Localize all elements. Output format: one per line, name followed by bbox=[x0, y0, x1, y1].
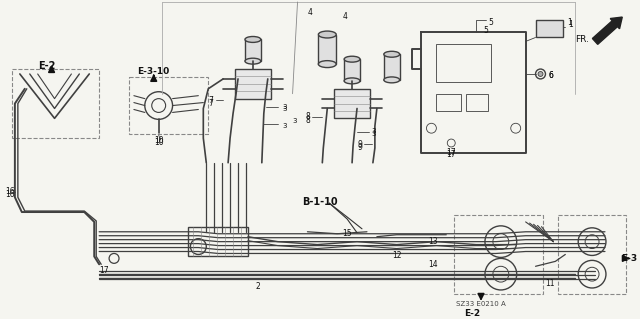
Text: 1: 1 bbox=[568, 20, 573, 29]
Bar bbox=[558, 215, 626, 294]
Bar bbox=[454, 215, 543, 294]
Bar bbox=[436, 44, 491, 82]
Text: 15: 15 bbox=[342, 229, 352, 238]
Text: 4: 4 bbox=[342, 12, 347, 21]
Ellipse shape bbox=[344, 56, 360, 62]
Text: E-2: E-2 bbox=[464, 309, 480, 318]
Text: 16: 16 bbox=[5, 190, 15, 199]
Text: E-2: E-2 bbox=[38, 61, 55, 71]
Text: 10: 10 bbox=[154, 138, 163, 147]
Text: 8: 8 bbox=[305, 112, 310, 122]
Text: 9: 9 bbox=[357, 140, 362, 149]
Text: E-3: E-3 bbox=[621, 255, 637, 263]
Bar bbox=[188, 227, 248, 256]
Text: 3: 3 bbox=[292, 118, 297, 124]
Text: 5: 5 bbox=[483, 26, 488, 35]
Text: 8: 8 bbox=[305, 116, 310, 125]
Bar bbox=[245, 40, 261, 61]
Text: 6: 6 bbox=[548, 71, 554, 80]
Text: 6: 6 bbox=[548, 71, 554, 80]
Bar bbox=[235, 69, 271, 99]
Text: 3: 3 bbox=[283, 123, 287, 129]
Text: 14: 14 bbox=[428, 260, 438, 269]
Text: 3: 3 bbox=[283, 104, 287, 109]
Text: 5: 5 bbox=[488, 18, 493, 27]
Bar bbox=[466, 94, 488, 111]
Text: 10: 10 bbox=[154, 136, 163, 145]
Text: E-3-10: E-3-10 bbox=[137, 67, 169, 76]
Text: 17: 17 bbox=[99, 266, 109, 275]
Bar bbox=[436, 94, 461, 111]
Text: 1: 1 bbox=[567, 18, 572, 27]
Bar bbox=[344, 59, 360, 81]
Bar bbox=[536, 20, 563, 37]
Bar bbox=[12, 69, 99, 138]
Ellipse shape bbox=[318, 61, 336, 68]
Bar bbox=[384, 54, 399, 80]
Text: 11: 11 bbox=[545, 279, 555, 288]
Text: 7: 7 bbox=[208, 99, 213, 108]
Text: 7: 7 bbox=[208, 96, 213, 105]
Text: 3: 3 bbox=[372, 128, 376, 134]
Ellipse shape bbox=[344, 78, 360, 84]
Text: 4: 4 bbox=[307, 8, 312, 17]
FancyArrow shape bbox=[593, 17, 622, 44]
Text: SZ33 E0210 A: SZ33 E0210 A bbox=[456, 301, 506, 307]
Ellipse shape bbox=[318, 31, 336, 38]
Bar bbox=[129, 77, 208, 134]
Ellipse shape bbox=[245, 36, 261, 42]
Ellipse shape bbox=[245, 58, 261, 64]
Text: 17: 17 bbox=[446, 150, 456, 159]
Ellipse shape bbox=[384, 51, 399, 57]
Text: 3: 3 bbox=[283, 106, 287, 112]
Text: 12: 12 bbox=[392, 251, 401, 261]
Text: 3: 3 bbox=[372, 131, 376, 137]
Circle shape bbox=[538, 71, 543, 77]
Text: 17: 17 bbox=[446, 148, 456, 157]
Text: 9: 9 bbox=[357, 143, 362, 152]
Text: 16: 16 bbox=[5, 187, 15, 197]
Text: FR.: FR. bbox=[575, 34, 589, 43]
Bar bbox=[318, 34, 336, 64]
Text: 2: 2 bbox=[256, 282, 260, 291]
Bar bbox=[334, 89, 370, 118]
Text: B-1-10: B-1-10 bbox=[303, 197, 338, 207]
Text: 13: 13 bbox=[428, 237, 438, 246]
Ellipse shape bbox=[384, 77, 399, 83]
